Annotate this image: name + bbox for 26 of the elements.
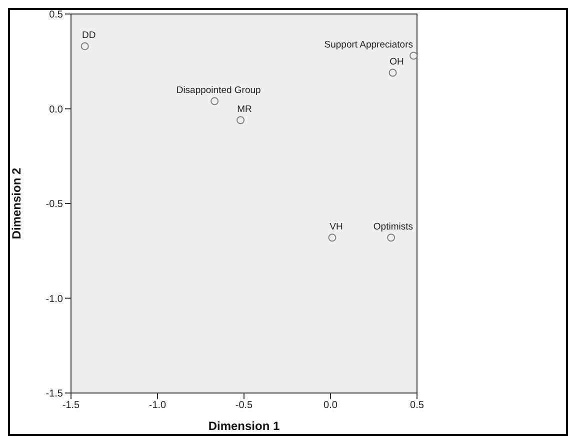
y-tick-label: -1.0 <box>46 294 64 305</box>
series-label: Optimists <box>373 222 414 233</box>
point <box>236 116 245 124</box>
point <box>388 68 397 77</box>
series-label: OH <box>390 56 404 68</box>
point <box>210 97 219 106</box>
series-label: Disappointed Group <box>176 85 261 96</box>
point <box>80 42 89 50</box>
series-label: VH <box>330 222 343 233</box>
y-tick-label: -1.5 <box>46 388 64 400</box>
series-label: Support Appreciators <box>324 40 414 51</box>
x-tick-label: 0.5 <box>410 400 424 412</box>
x-axis-title: Dimension 1 <box>208 419 280 433</box>
x-tick-label: -1.5 <box>62 400 80 412</box>
x-tick-label: -1.0 <box>148 400 167 412</box>
point <box>410 52 417 60</box>
series-label: MR <box>237 104 252 116</box>
y-tick-label: -0.5 <box>46 199 64 210</box>
x-tick-label: 0.0 <box>324 400 338 412</box>
series-label: DD <box>82 30 96 42</box>
y-tick-label: 0.0 <box>49 104 64 116</box>
y-axis-title: Dimension 2 <box>9 168 24 240</box>
y-tick-label: 0.5 <box>49 10 64 21</box>
point <box>328 234 336 242</box>
x-tick-label: -0.5 <box>235 400 254 412</box>
point <box>387 234 396 242</box>
